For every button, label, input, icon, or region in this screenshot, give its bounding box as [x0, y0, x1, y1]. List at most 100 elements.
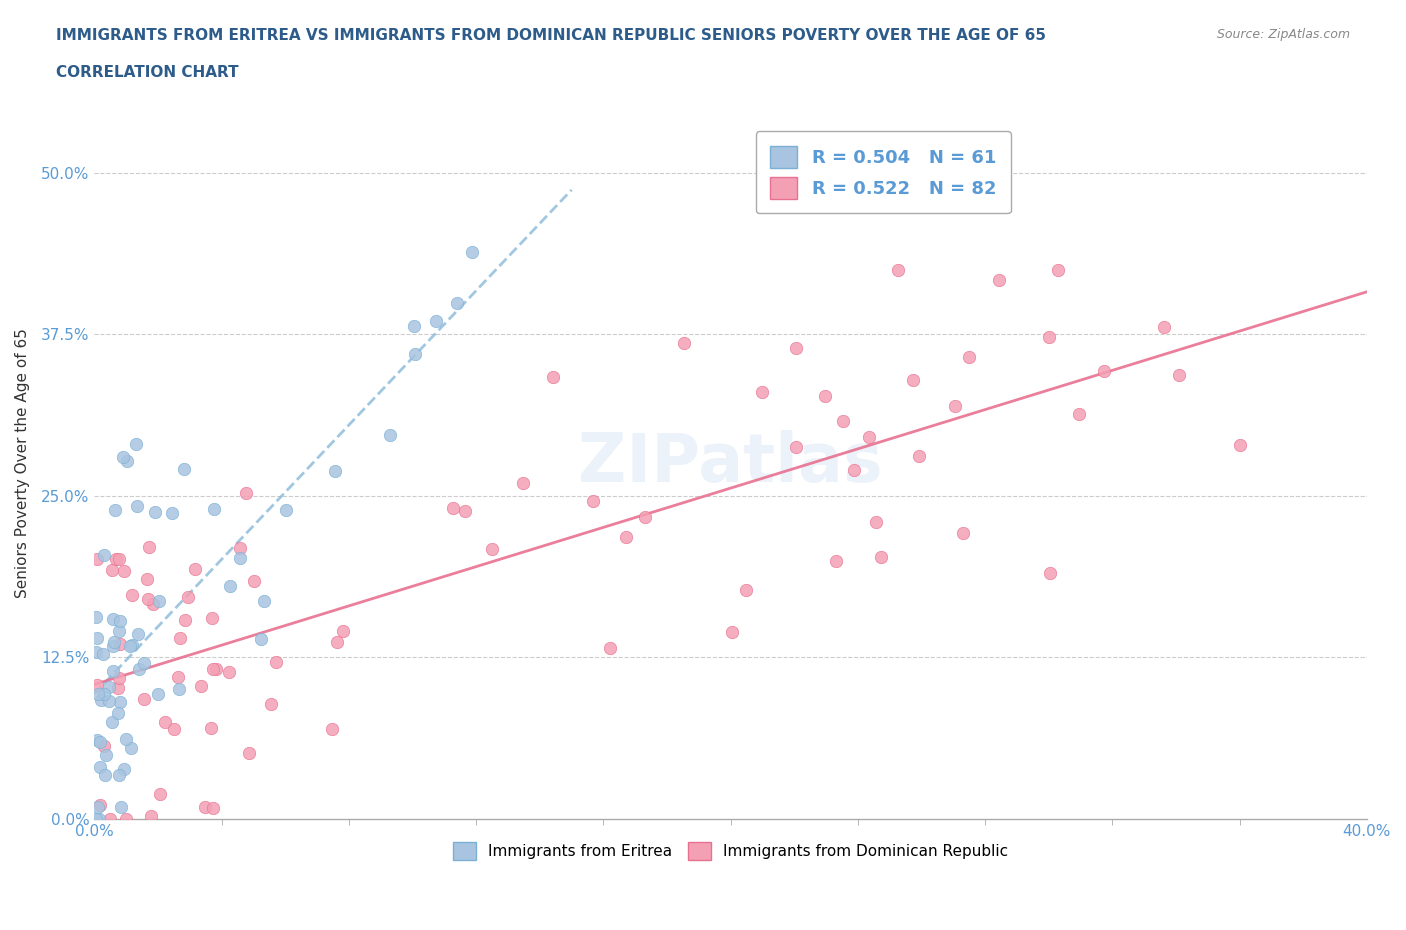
Immigrants from Eritrea [148, 593, 170, 608]
Immigrants from Dominican Republic [194, 799, 217, 814]
Immigrants from Eritrea [84, 644, 107, 659]
Text: ZIPatlas: ZIPatlas [578, 431, 883, 497]
Immigrants from Dominican Republic [721, 625, 744, 640]
Immigrants from Dominican Republic [1229, 437, 1251, 452]
Immigrants from Eritrea [103, 612, 125, 627]
Immigrants from Eritrea [90, 693, 112, 708]
Immigrants from Dominican Republic [870, 550, 893, 565]
Immigrants from Dominican Republic [93, 738, 115, 753]
Immigrants from Dominican Republic [1038, 329, 1060, 344]
Immigrants from Eritrea [127, 627, 149, 642]
Immigrants from Eritrea [249, 631, 271, 646]
Immigrants from Eritrea [89, 735, 111, 750]
Immigrants from Dominican Republic [138, 540, 160, 555]
Immigrants from Eritrea [218, 578, 240, 593]
Immigrants from Dominican Republic [332, 624, 354, 639]
Immigrants from Dominican Republic [177, 590, 200, 604]
Immigrants from Eritrea [402, 319, 425, 334]
Immigrants from Dominican Republic [735, 583, 758, 598]
Immigrants from Dominican Republic [135, 571, 157, 586]
Immigrants from Dominican Republic [887, 262, 910, 277]
Immigrants from Dominican Republic [142, 597, 165, 612]
Immigrants from Eritrea [108, 624, 131, 639]
Immigrants from Eritrea [87, 799, 110, 814]
Immigrants from Dominican Republic [825, 553, 848, 568]
Immigrants from Dominican Republic [1067, 406, 1090, 421]
Immigrants from Dominican Republic [205, 661, 228, 676]
Y-axis label: Seniors Poverty Over the Age of 65: Seniors Poverty Over the Age of 65 [15, 328, 30, 598]
Immigrants from Eritrea [108, 695, 131, 710]
Immigrants from Eritrea [167, 681, 190, 696]
Immigrants from Eritrea [101, 715, 124, 730]
Immigrants from Eritrea [145, 505, 167, 520]
Immigrants from Eritrea [111, 450, 134, 465]
Immigrants from Dominican Republic [169, 631, 191, 645]
Immigrants from Dominican Republic [218, 664, 240, 679]
Immigrants from Dominican Republic [132, 692, 155, 707]
Immigrants from Dominican Republic [229, 540, 252, 555]
Immigrants from Dominican Republic [121, 588, 143, 603]
Immigrants from Eritrea [380, 428, 402, 443]
Immigrants from Dominican Republic [987, 272, 1010, 287]
Text: Source: ZipAtlas.com: Source: ZipAtlas.com [1216, 28, 1350, 41]
Immigrants from Dominican Republic [201, 610, 224, 625]
Immigrants from Eritrea [146, 686, 169, 701]
Immigrants from Eritrea [96, 747, 118, 762]
Immigrants from Eritrea [404, 347, 426, 362]
Immigrants from Eritrea [110, 800, 132, 815]
Immigrants from Dominican Republic [190, 679, 212, 694]
Immigrants from Dominican Republic [153, 715, 176, 730]
Immigrants from Eritrea [173, 461, 195, 476]
Immigrants from Dominican Republic [1167, 368, 1189, 383]
Immigrants from Dominican Republic [842, 463, 865, 478]
Immigrants from Dominican Republic [326, 635, 349, 650]
Immigrants from Dominican Republic [1047, 262, 1070, 277]
Immigrants from Eritrea [84, 609, 107, 624]
Immigrants from Dominican Republic [138, 591, 160, 606]
Immigrants from Eritrea [86, 687, 108, 702]
Immigrants from Eritrea [104, 503, 127, 518]
Immigrants from Dominican Republic [108, 671, 131, 685]
Immigrants from Dominican Republic [614, 530, 637, 545]
Immigrants from Eritrea [229, 551, 252, 565]
Immigrants from Dominican Republic [673, 336, 696, 351]
Immigrants from Dominican Republic [112, 564, 135, 578]
Immigrants from Eritrea [89, 759, 111, 774]
Immigrants from Dominican Republic [86, 677, 108, 692]
Immigrants from Eritrea [97, 680, 120, 695]
Immigrants from Dominican Republic [832, 414, 855, 429]
Immigrants from Dominican Republic [512, 475, 534, 490]
Immigrants from Dominican Republic [541, 370, 564, 385]
Immigrants from Eritrea [107, 767, 129, 782]
Immigrants from Eritrea [101, 638, 124, 653]
Immigrants from Dominican Republic [149, 787, 172, 802]
Immigrants from Dominican Republic [858, 429, 880, 444]
Immigrants from Eritrea [461, 245, 484, 259]
Immigrants from Eritrea [252, 594, 274, 609]
Immigrants from Eritrea [202, 501, 225, 516]
Immigrants from Dominican Republic [321, 722, 343, 737]
Immigrants from Eritrea [425, 313, 447, 328]
Immigrants from Dominican Republic [202, 661, 225, 676]
Immigrants from Dominican Republic [264, 655, 287, 670]
Immigrants from Eritrea [274, 503, 297, 518]
Immigrants from Dominican Republic [1092, 364, 1115, 379]
Immigrants from Eritrea [128, 661, 150, 676]
Immigrants from Dominican Republic [89, 797, 111, 812]
Immigrants from Dominican Republic [115, 811, 138, 826]
Immigrants from Dominican Republic [751, 384, 773, 399]
Immigrants from Dominican Republic [582, 494, 605, 509]
Immigrants from Dominican Republic [901, 373, 924, 388]
Immigrants from Dominican Republic [260, 697, 283, 711]
Immigrants from Dominican Republic [634, 510, 657, 525]
Immigrants from Eritrea [101, 664, 124, 679]
Immigrants from Eritrea [103, 635, 125, 650]
Immigrants from Eritrea [162, 506, 184, 521]
Immigrants from Dominican Republic [1039, 565, 1062, 580]
Immigrants from Dominican Republic [238, 746, 260, 761]
Immigrants from Dominican Republic [785, 440, 807, 455]
Immigrants from Eritrea [93, 548, 115, 563]
Immigrants from Eritrea [115, 454, 138, 469]
Immigrants from Dominican Republic [200, 721, 222, 736]
Immigrants from Dominican Republic [865, 514, 887, 529]
